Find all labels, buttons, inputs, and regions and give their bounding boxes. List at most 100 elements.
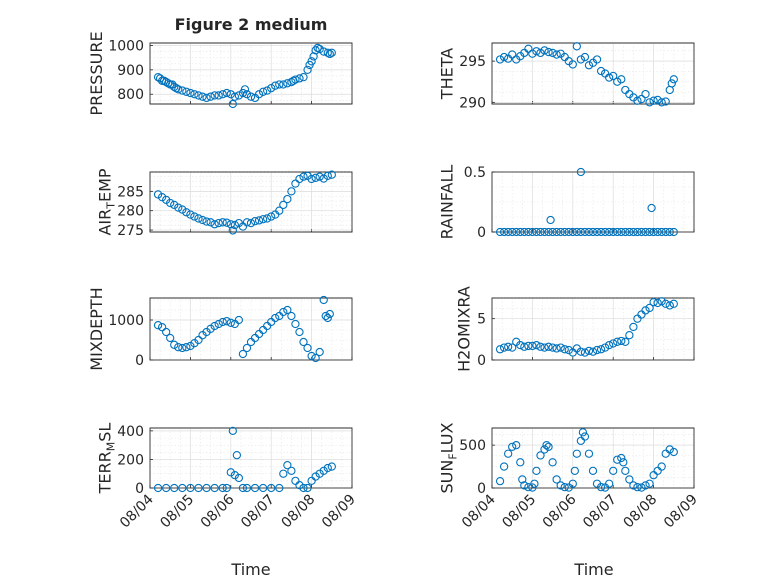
data-point xyxy=(311,173,320,182)
data-point xyxy=(210,220,219,229)
data-point xyxy=(669,299,678,308)
data-point xyxy=(629,322,638,332)
data-point xyxy=(556,343,565,352)
data-point xyxy=(504,449,513,458)
data-point xyxy=(283,305,292,315)
data-point xyxy=(532,227,541,237)
data-point xyxy=(242,343,252,353)
data-point xyxy=(516,227,525,237)
y-tick-label: 0 xyxy=(135,481,144,497)
data-point xyxy=(532,466,541,476)
data-point xyxy=(258,215,268,224)
data-point xyxy=(613,77,622,86)
y-tick-label: 200 xyxy=(117,452,144,468)
data-point xyxy=(295,74,304,83)
data-point xyxy=(267,483,276,493)
y-tick-label: 1000 xyxy=(108,313,144,329)
data-point xyxy=(222,483,231,493)
data-point xyxy=(649,96,658,105)
data-point xyxy=(552,50,561,59)
data-point xyxy=(271,81,280,90)
data-point xyxy=(645,479,654,488)
data-point xyxy=(592,345,602,355)
data-point xyxy=(495,345,505,354)
data-point xyxy=(544,442,553,452)
data-point xyxy=(665,301,674,310)
data-point xyxy=(283,460,292,470)
x-tick-label: 08/06 xyxy=(198,491,238,531)
data-point xyxy=(153,321,163,330)
data-point xyxy=(665,227,674,237)
data-point xyxy=(210,483,219,493)
y-tick-label: 295 xyxy=(459,54,486,70)
data-point xyxy=(222,317,231,326)
x-tick-label: 08/08 xyxy=(621,492,661,532)
data-point xyxy=(178,343,187,353)
data-point xyxy=(295,327,304,337)
data-point xyxy=(560,345,569,354)
y-tick-label: 800 xyxy=(117,87,144,103)
axes-border xyxy=(149,42,353,105)
data-point xyxy=(234,91,244,100)
x-axis-label-right: Time xyxy=(573,560,613,579)
data-point xyxy=(568,227,577,237)
data-point xyxy=(564,227,573,237)
y-tick-label: 0 xyxy=(477,353,486,369)
data-point xyxy=(588,466,598,476)
x-tick-label: 08/05 xyxy=(499,492,539,532)
data-point xyxy=(240,85,250,94)
data-point xyxy=(238,483,248,493)
axes-border xyxy=(491,42,695,105)
x-tick-label: 08/08 xyxy=(279,492,319,532)
data-point xyxy=(661,97,670,106)
data-point xyxy=(592,55,602,64)
data-point xyxy=(552,227,561,237)
data-point xyxy=(234,315,244,325)
data-point xyxy=(299,172,308,181)
data-point xyxy=(242,483,252,493)
data-point xyxy=(218,90,227,99)
data-point xyxy=(206,218,215,227)
data-point xyxy=(512,227,521,237)
data-point xyxy=(307,351,316,361)
data-point xyxy=(625,227,634,237)
data-point xyxy=(307,57,316,66)
data-point xyxy=(162,483,171,493)
data-point xyxy=(637,483,646,492)
data-point xyxy=(279,307,288,317)
data-point xyxy=(540,445,549,454)
data-point xyxy=(568,479,577,488)
data-point xyxy=(568,60,577,69)
y-axis-label: MIXDEPTH xyxy=(87,287,106,370)
data-point xyxy=(530,479,539,488)
data-point xyxy=(166,198,175,208)
data-point xyxy=(174,85,183,94)
data-point xyxy=(174,343,183,352)
data-point xyxy=(540,46,549,55)
data-point xyxy=(584,61,594,70)
data-point xyxy=(540,227,549,237)
data-point xyxy=(661,299,670,308)
data-point xyxy=(214,218,223,228)
data-point xyxy=(499,52,509,62)
data-point xyxy=(157,323,167,332)
data-point xyxy=(218,218,227,227)
data-point xyxy=(228,99,237,109)
axes-border xyxy=(491,297,695,361)
data-point xyxy=(584,449,594,458)
data-point xyxy=(584,227,594,237)
data-point xyxy=(576,347,586,356)
data-point xyxy=(325,309,334,319)
data-point xyxy=(218,483,227,493)
data-point xyxy=(499,343,509,352)
data-point xyxy=(315,172,324,181)
data-point xyxy=(605,227,614,237)
figure-title: Figure 2 medium xyxy=(175,15,328,34)
data-point xyxy=(532,340,541,350)
data-point xyxy=(202,217,211,226)
data-point xyxy=(230,92,239,101)
data-point xyxy=(617,75,626,84)
